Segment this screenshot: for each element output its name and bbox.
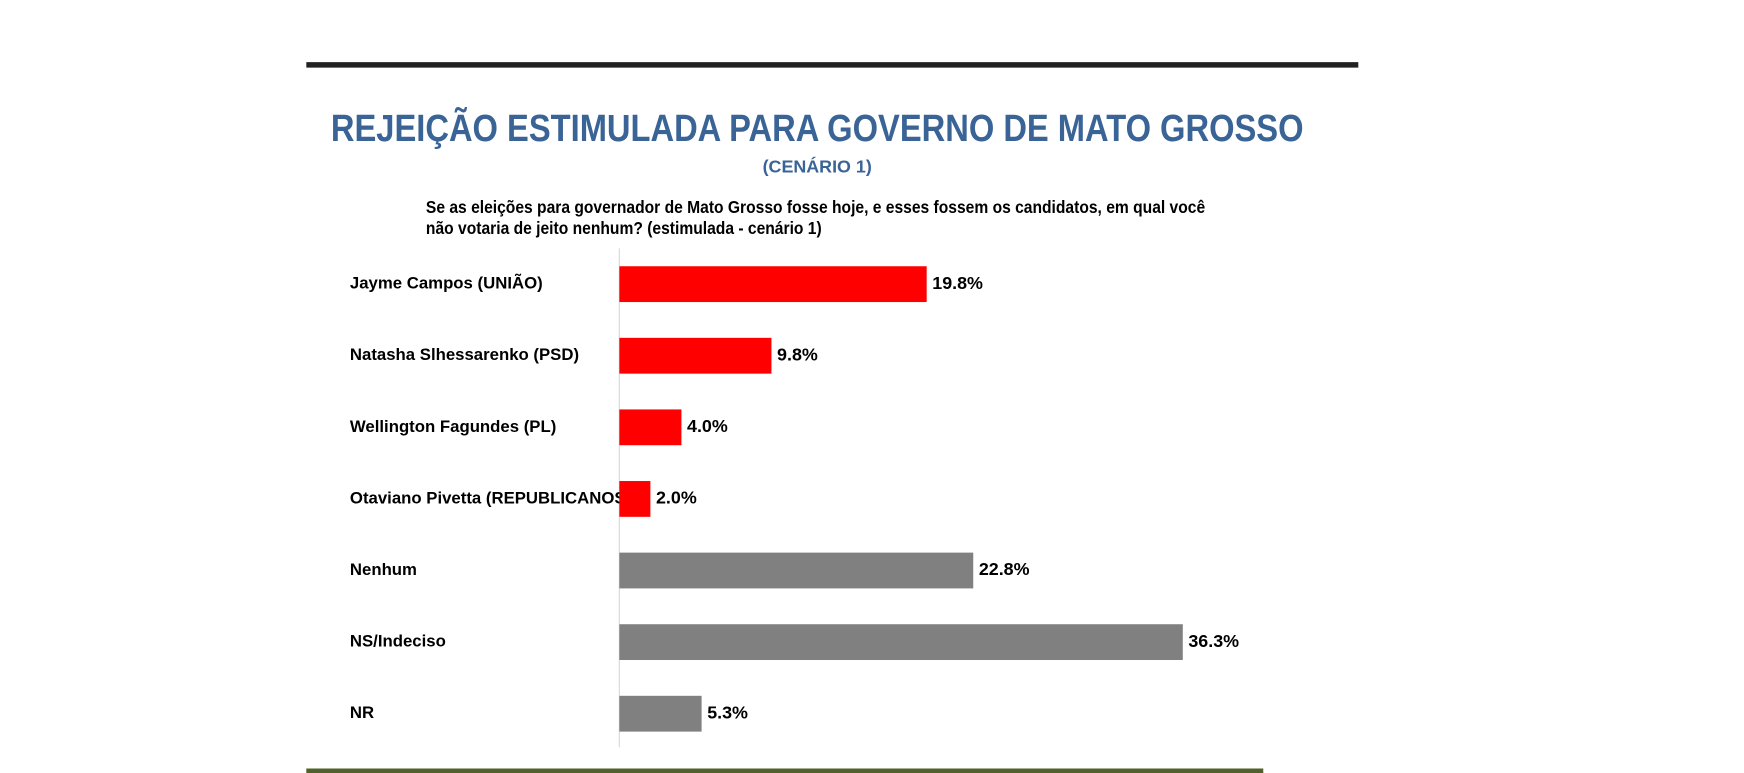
category-label: Otaviano Pivetta (REPUBLICANOS) [350,488,631,507]
category-label: Wellington Fagundes (PL) [350,417,556,436]
bar [619,695,702,732]
value-label: 5.3% [707,702,748,722]
value-label: 19.8% [932,273,983,293]
value-label: 36.3% [1188,631,1239,651]
category-label: Jayme Campos (UNIÃO) [350,273,543,293]
category-label: NR [350,703,374,722]
category-label: Nenhum [350,560,417,579]
category-label: Natasha Slhessarenko (PSD) [350,345,579,364]
chart-subtitle: (CENÁRIO 1) [763,156,872,177]
bar [619,552,974,589]
bar [619,266,927,303]
bar [619,337,772,374]
question-line: Se as eleições para governador de Mato G… [426,197,1205,217]
category-label: NS/Indeciso [350,632,446,651]
value-label: 22.8% [979,559,1030,579]
value-label: 2.0% [656,488,697,508]
bar [619,624,1183,661]
chart-title: REJEIÇÃO ESTIMULADA PARA GOVERNO DE MATO… [331,106,1304,150]
value-label: 9.8% [777,344,818,364]
value-label: 4.0% [687,416,728,436]
question-line: não votaria de jeito nenhum? (estimulada… [426,218,822,238]
bar [619,481,651,517]
bar [619,409,682,446]
